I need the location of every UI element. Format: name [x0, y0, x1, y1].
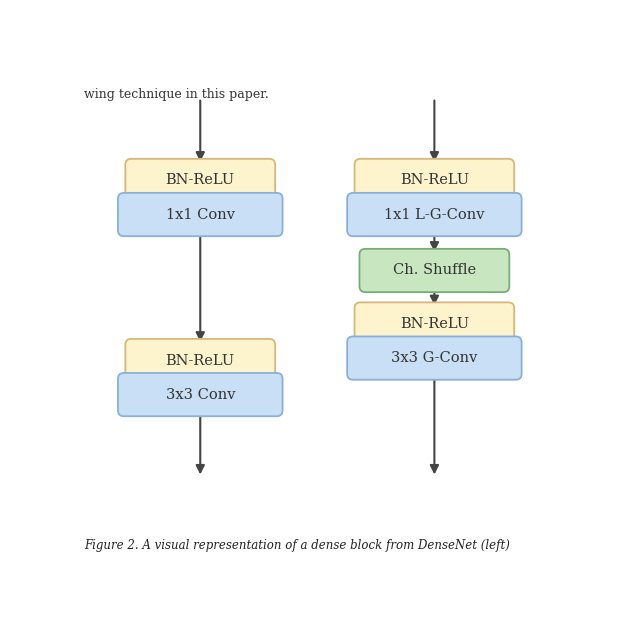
FancyBboxPatch shape — [118, 193, 282, 236]
Text: BN-ReLU: BN-ReLU — [400, 317, 469, 331]
Text: BN-ReLU: BN-ReLU — [166, 173, 235, 188]
Text: 3x3 G-Conv: 3x3 G-Conv — [391, 351, 478, 365]
Text: 3x3 Conv: 3x3 Conv — [165, 387, 235, 401]
FancyBboxPatch shape — [125, 339, 275, 382]
FancyBboxPatch shape — [118, 373, 282, 416]
Text: BN-ReLU: BN-ReLU — [400, 173, 469, 188]
FancyBboxPatch shape — [125, 159, 275, 202]
Text: 1x1 L-G-Conv: 1x1 L-G-Conv — [384, 207, 485, 222]
Text: Figure 2. A visual representation of a dense block from DenseNet (left): Figure 2. A visual representation of a d… — [85, 538, 510, 552]
FancyBboxPatch shape — [354, 159, 515, 202]
FancyBboxPatch shape — [347, 193, 522, 236]
Text: BN-ReLU: BN-ReLU — [166, 353, 235, 368]
Text: wing technique in this paper.: wing technique in this paper. — [85, 88, 269, 101]
FancyBboxPatch shape — [359, 249, 509, 292]
Text: Ch. Shuffle: Ch. Shuffle — [393, 264, 476, 277]
Text: 1x1 Conv: 1x1 Conv — [166, 207, 235, 222]
FancyBboxPatch shape — [354, 302, 515, 346]
FancyBboxPatch shape — [347, 336, 522, 380]
